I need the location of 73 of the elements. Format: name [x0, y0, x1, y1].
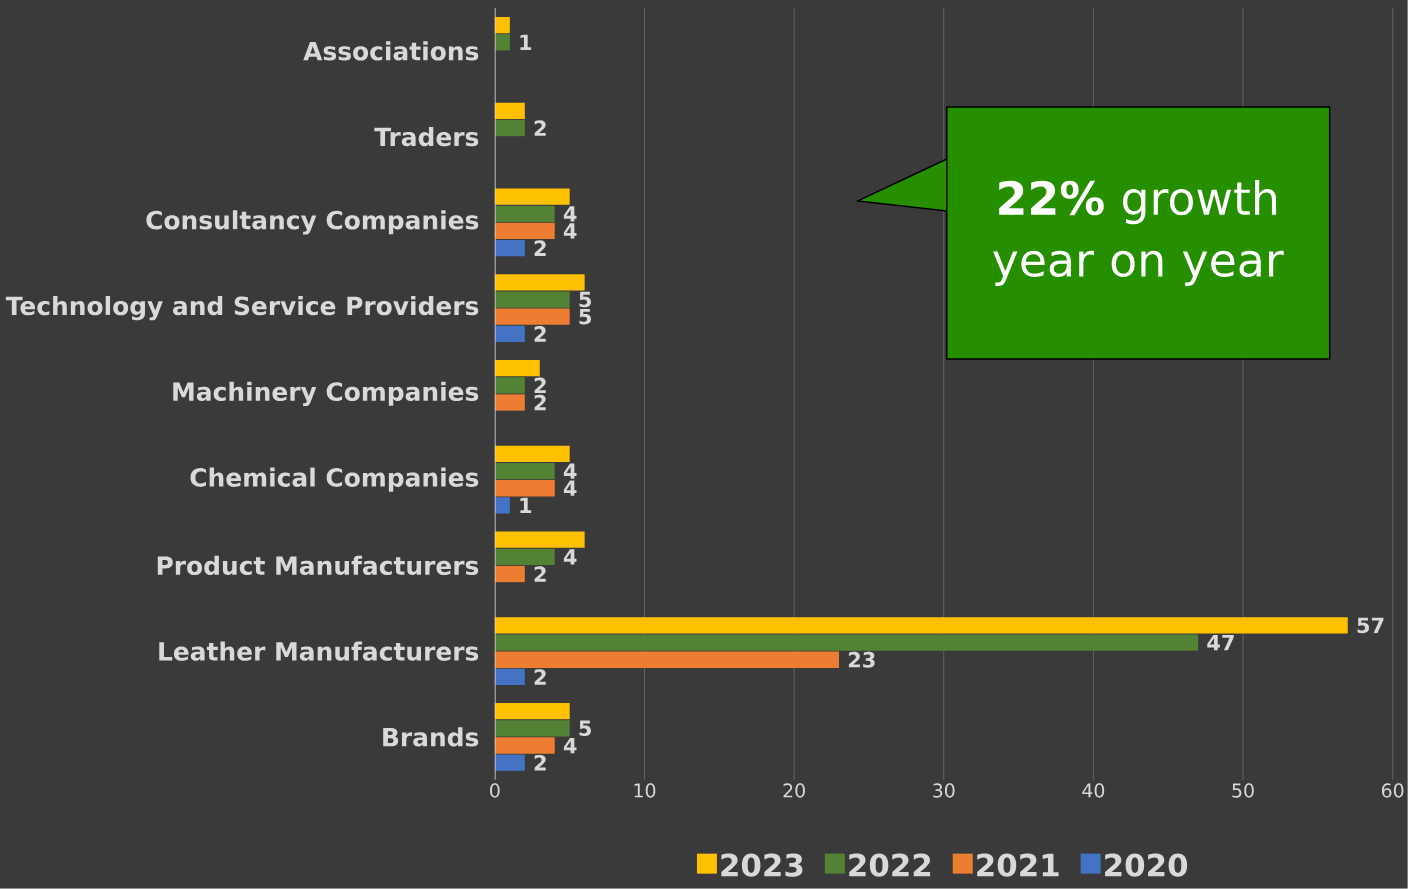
- data-label: 2: [534, 755, 546, 771]
- y-tick-label: Machinery Companies: [173, 381, 479, 407]
- data-label: 4: [563, 549, 577, 565]
- x-tick-label: 60: [1381, 783, 1404, 798]
- bar: [494, 120, 525, 137]
- data-label: 5: [579, 291, 591, 308]
- x-tick-label: 30: [933, 783, 955, 798]
- legend-label: 2023: [721, 853, 803, 877]
- bar: [494, 205, 555, 223]
- bar: [494, 754, 525, 771]
- y-tick-label: Brands: [383, 727, 479, 747]
- bar: [494, 463, 555, 480]
- data-label: 4: [563, 206, 577, 222]
- bar: [494, 360, 540, 377]
- y-tick-label: Leather Manufacturers: [159, 641, 479, 661]
- data-label: 5: [579, 309, 591, 325]
- x-tick-label: 50: [1232, 783, 1254, 798]
- legend-label: 2022: [849, 853, 931, 877]
- bar: [494, 634, 1199, 651]
- y-tick-label: Chemical Companies: [190, 467, 479, 492]
- y-tick-label: Traders: [374, 127, 479, 147]
- bar: [494, 34, 510, 51]
- y-tick-label: Technology and Service Providers: [5, 296, 479, 321]
- data-label: 2: [534, 240, 546, 256]
- x-tick-label: 20: [783, 783, 805, 798]
- x-tick-label: 40: [1082, 783, 1105, 798]
- bar: [494, 720, 570, 737]
- data-label: 4: [563, 480, 577, 496]
- bar: [494, 651, 840, 668]
- bar: [494, 668, 525, 686]
- bar: [494, 17, 510, 34]
- bar: [494, 480, 555, 497]
- annotation: 22% growth year on year: [993, 180, 1284, 287]
- bar: [494, 703, 570, 720]
- bar: [494, 308, 570, 325]
- y-tick-label: Consultancy Companies: [146, 210, 479, 235]
- x-tick-label: 0: [490, 783, 500, 798]
- bar: [494, 497, 510, 514]
- bar: [494, 394, 525, 411]
- bar: [494, 565, 525, 583]
- data-label: 57: [1357, 617, 1384, 634]
- legend-label: 2020: [1105, 853, 1188, 877]
- data-label: 5: [579, 720, 591, 737]
- data-label: 2: [534, 394, 546, 411]
- bar: [494, 548, 555, 566]
- x-tick-label: 10: [634, 783, 656, 798]
- bar: [494, 737, 555, 754]
- y-tick-label: Associations: [303, 41, 479, 61]
- y-tick-label: Product Manufacturers: [157, 555, 479, 576]
- bar: [494, 291, 570, 308]
- data-label: 4: [563, 737, 577, 754]
- data-label: 2: [534, 669, 546, 685]
- bar: [494, 102, 525, 120]
- data-label: 1: [520, 497, 532, 514]
- bar: [494, 531, 585, 548]
- data-label: 2: [534, 377, 546, 394]
- data-label: 4: [563, 223, 577, 239]
- data-label: 1: [520, 34, 532, 51]
- data-label: 2: [534, 120, 546, 136]
- data-label: 2: [534, 326, 546, 342]
- data-label: 2: [534, 566, 546, 582]
- data-label: 4: [563, 463, 577, 479]
- bar: [494, 617, 1348, 634]
- bar: [494, 222, 555, 240]
- bar: [494, 445, 570, 463]
- bar: [494, 325, 525, 343]
- legend-label: 2021: [977, 853, 1059, 877]
- bar: [494, 240, 525, 257]
- bar: [494, 377, 525, 394]
- data-label: 47: [1207, 635, 1234, 651]
- data-label: 23: [848, 651, 875, 668]
- bar: [494, 188, 570, 205]
- bar: [494, 274, 585, 291]
